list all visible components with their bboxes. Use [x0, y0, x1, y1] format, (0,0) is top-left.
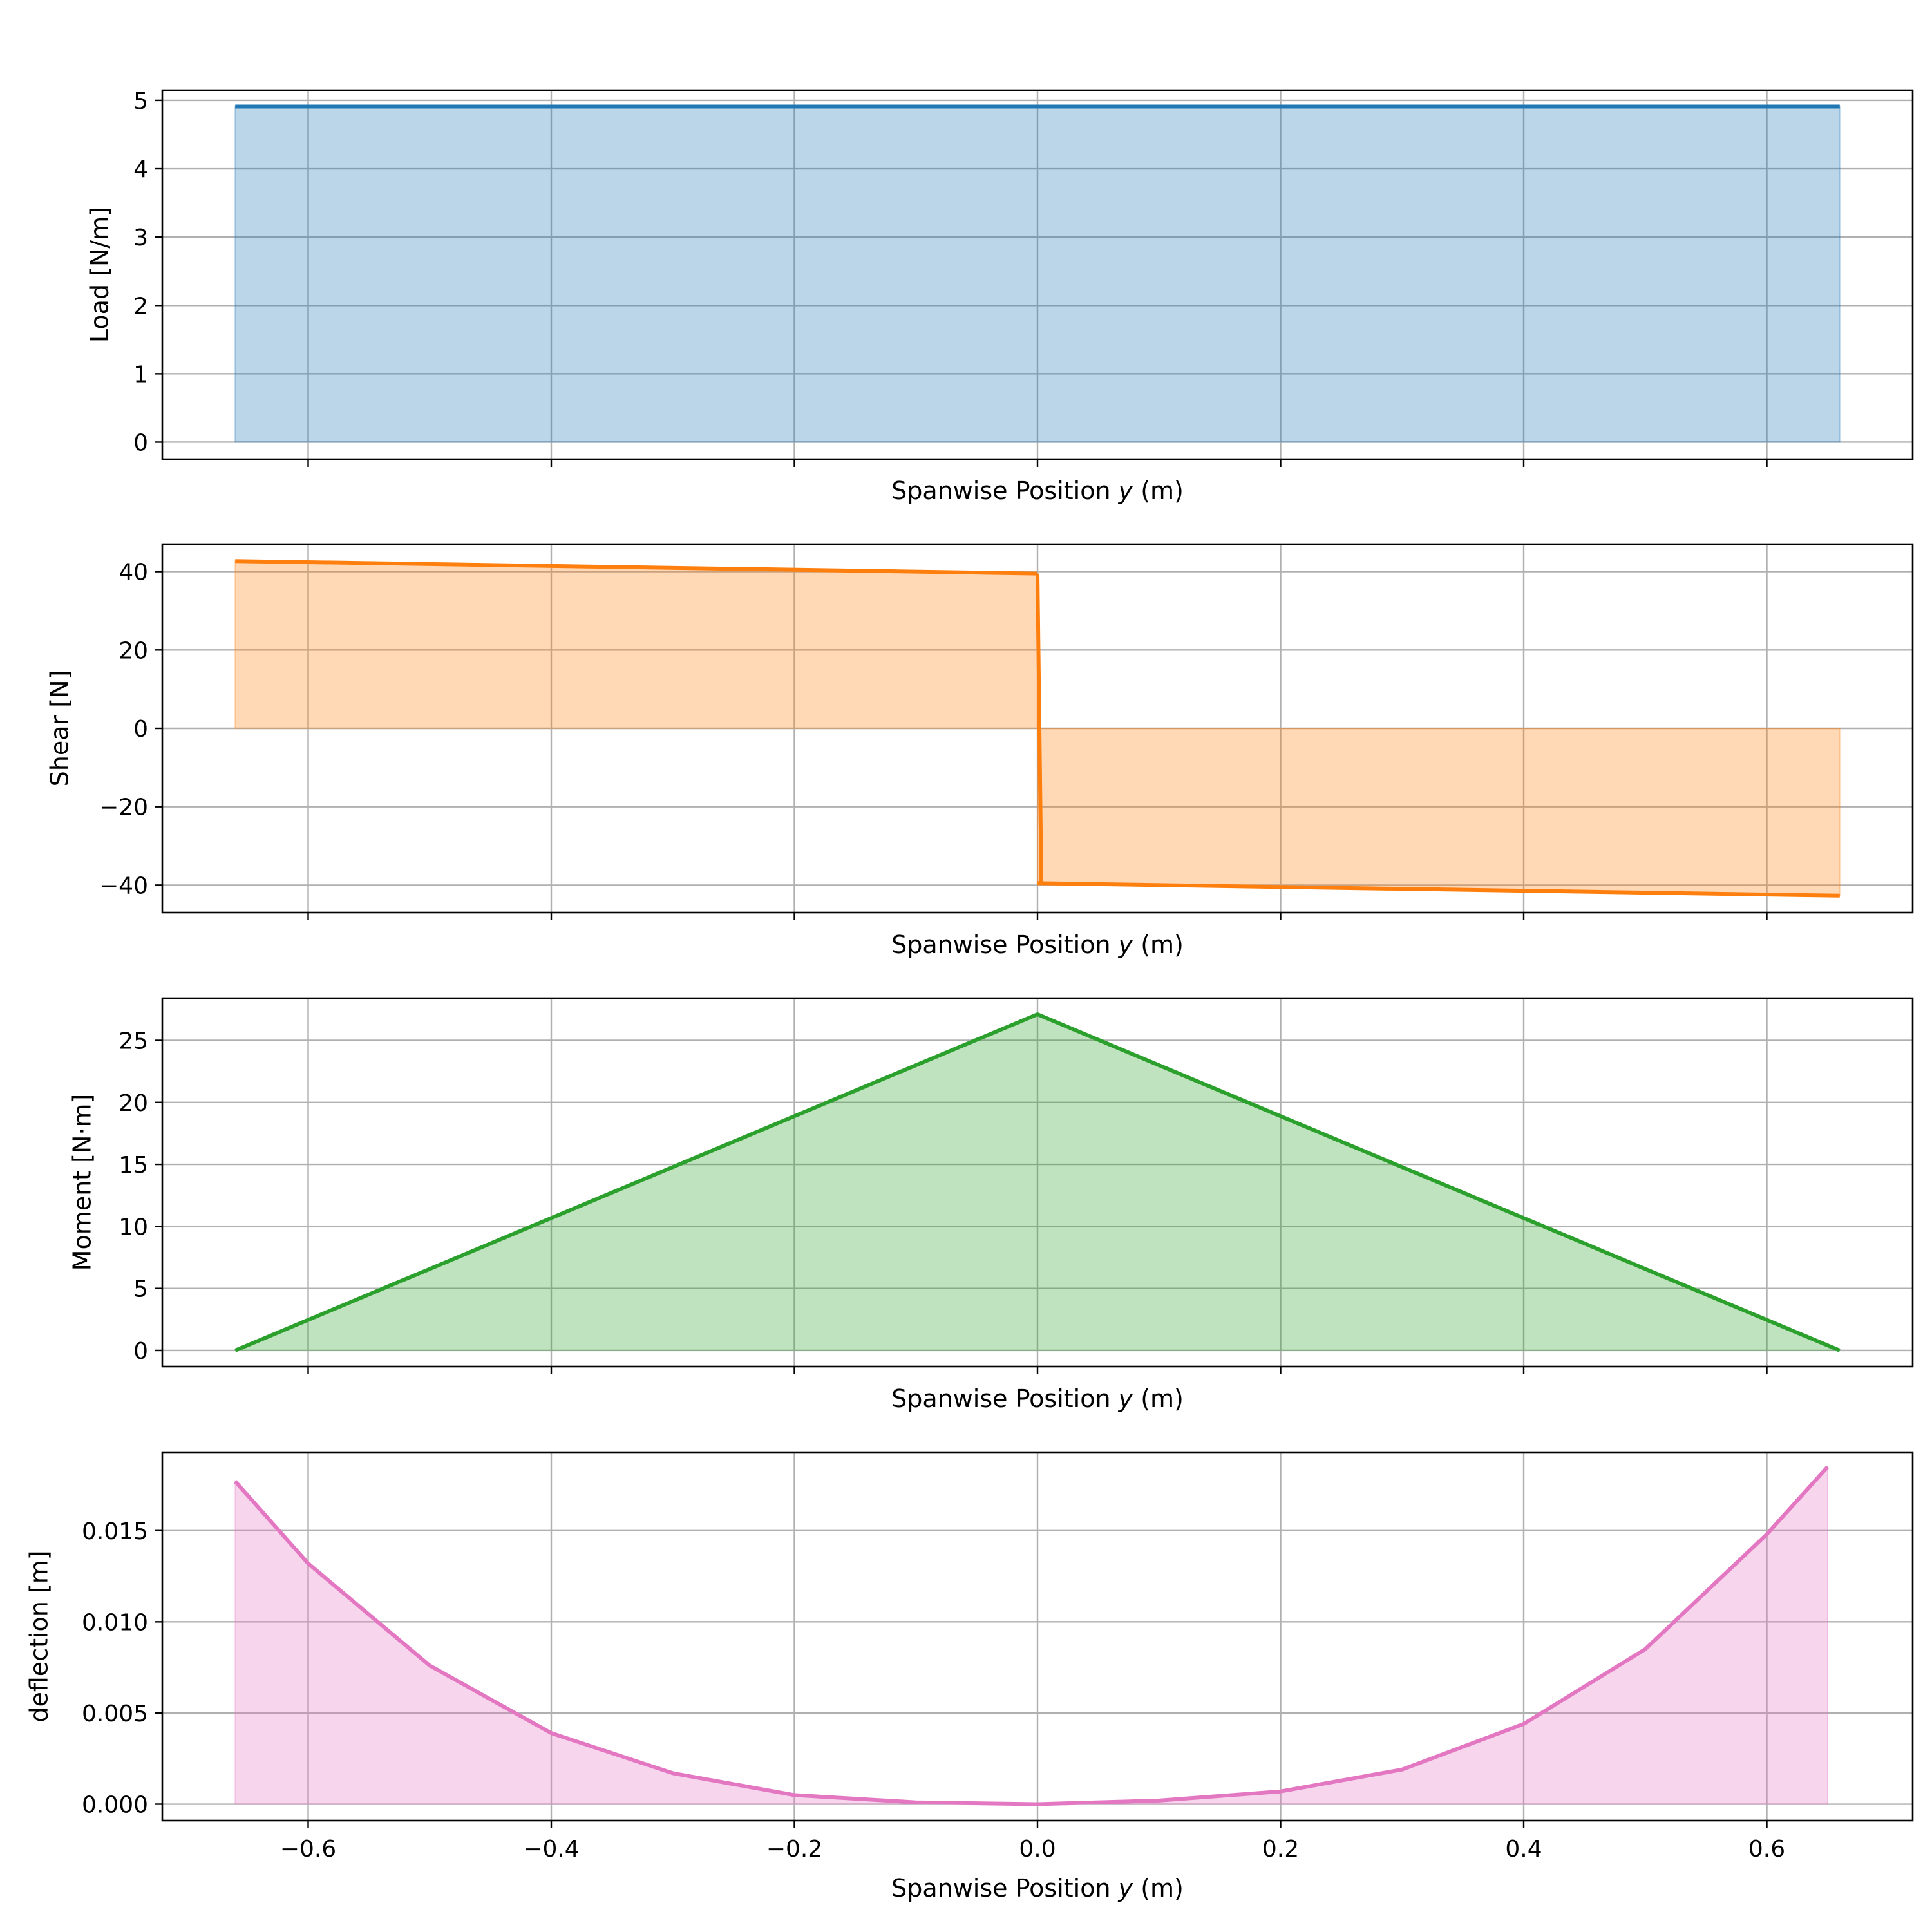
y-tick-label: 20: [118, 638, 148, 664]
series-line-2-2: [1037, 881, 1840, 898]
y-axis-label: deflection [m]: [25, 1550, 53, 1722]
y-tick-label: 0: [133, 430, 148, 456]
x-tick-label: 0.0: [1019, 1836, 1056, 1862]
y-tick-label: 10: [118, 1214, 148, 1240]
x-tick-label: 0.4: [1505, 1836, 1542, 1862]
x-tick-label: −0.2: [766, 1836, 822, 1862]
panel-4: −0.6 −0.4 −0.2 0.0 0.2 0.4 0.6 0.000 0.005 0.010 0…: [25, 1451, 1914, 1902]
y-tick-label: −20: [99, 795, 148, 821]
y-tick-label: −40: [99, 873, 148, 899]
y-axis-label: Load [N/m]: [86, 207, 114, 343]
y-tick-label: 1: [133, 361, 148, 388]
y-tick-label: 0.010: [82, 1609, 148, 1636]
panel-1: 0 1 2 3 4 5 Spanwise Position y (m) Load [N/m]: [86, 88, 1914, 505]
x-tick-label: 0.2: [1262, 1836, 1299, 1862]
y-tick-label: 3: [133, 225, 148, 251]
series-jump-2-1: [1036, 573, 1043, 884]
x-axis-label: Spanwise Position y (m): [891, 1385, 1184, 1413]
y-tick-label: 0.005: [82, 1701, 148, 1727]
y-tick-label: 4: [133, 156, 148, 183]
y-tick-label: 15: [118, 1152, 148, 1179]
series-fill-1-1: [234, 106, 1841, 443]
y-tick-label: 2: [133, 293, 148, 319]
y-axis-label: Shear [N]: [46, 670, 74, 787]
series-line-4-1: [233, 1465, 1830, 1806]
y-tick-label: 20: [118, 1090, 148, 1117]
y-tick-label: 40: [118, 560, 148, 586]
y-tick-label: 0.000: [82, 1792, 148, 1819]
series-fill-2-2: [1037, 728, 1841, 896]
y-tick-label: 25: [118, 1028, 148, 1054]
x-axis-label: Spanwise Position y (m): [891, 1874, 1184, 1902]
y-tick-label: 0: [133, 716, 148, 743]
y-axis-label: Moment [N·m]: [68, 1094, 97, 1271]
x-tick-label: −0.6: [280, 1836, 336, 1862]
panel-2: −40 −20 0 20 40 Spanwise Position y (m) Shear …: [46, 543, 1914, 959]
y-tick-label: 5: [133, 88, 148, 115]
series-line-3-1: [234, 1012, 1841, 1352]
series-line-2-1: [235, 559, 1038, 576]
x-tick-label: 0.6: [1748, 1836, 1785, 1862]
y-tick-label: 0: [133, 1338, 148, 1365]
y-tick-label: 0.015: [82, 1519, 148, 1545]
x-tick-label: −0.4: [523, 1836, 579, 1862]
series-fill-2-1: [234, 560, 1038, 729]
y-tick-label: 5: [133, 1276, 148, 1303]
panel-3: 0 5 10 15 20 25 Spanwise Position y (m) Moment …: [68, 997, 1914, 1413]
x-axis-label: Spanwise Position y (m): [891, 931, 1184, 959]
panels: 0 1 2 3 4 5 Spanwise Position y (m) Load [N/m] −…: [25, 88, 1914, 1902]
x-axis-label: Spanwise Position y (m): [891, 477, 1184, 505]
